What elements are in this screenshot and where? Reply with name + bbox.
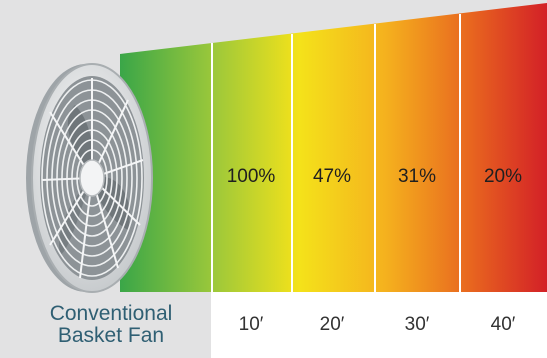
zone-4-percent: 20% xyxy=(483,166,523,187)
fan-caption: Conventional Basket Fan xyxy=(14,303,208,347)
zone-2-distance: 20′ xyxy=(319,314,345,335)
distance-band xyxy=(212,292,547,358)
zone-3-percent: 31% xyxy=(397,166,437,187)
fan-caption-line1: Conventional xyxy=(49,302,173,325)
airflow-wedge xyxy=(120,3,547,292)
fan-caption-line2: Basket Fan xyxy=(57,324,165,347)
zone-dividers xyxy=(211,14,461,358)
zone-1-percent: 100% xyxy=(226,166,276,187)
zone-4-distance: 40′ xyxy=(490,314,516,335)
zone-2-percent: 47% xyxy=(312,166,352,187)
zone-1-distance: 10′ xyxy=(238,314,264,335)
zone-3-distance: 30′ xyxy=(404,314,430,335)
basket-fan-icon xyxy=(26,63,153,293)
